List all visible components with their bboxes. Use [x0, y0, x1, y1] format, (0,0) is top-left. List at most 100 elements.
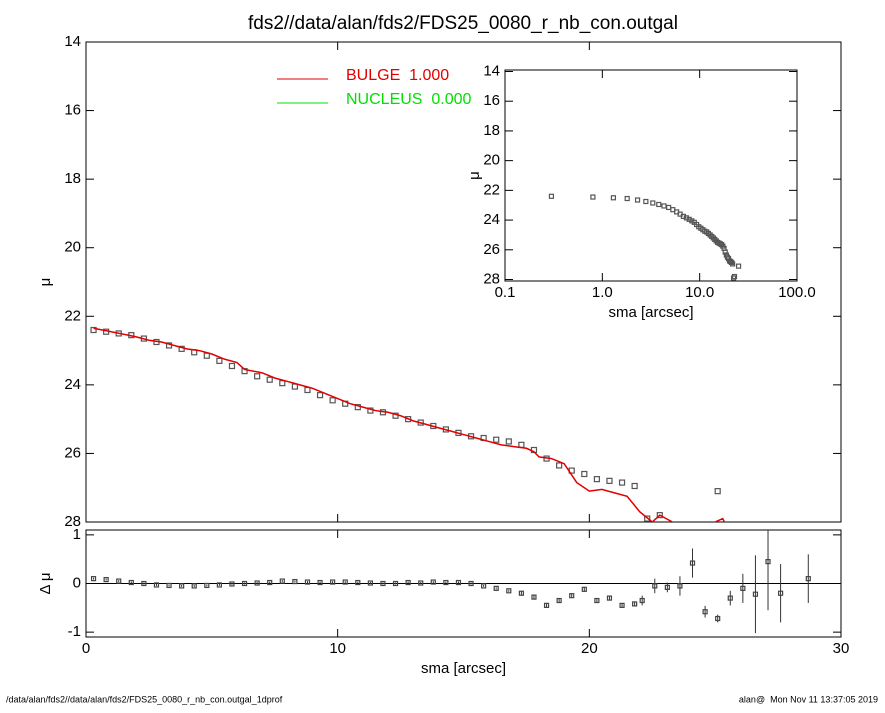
data-point — [116, 578, 122, 584]
data-point — [618, 479, 626, 486]
data-point — [752, 591, 759, 597]
data-point — [141, 580, 147, 587]
data-point — [241, 580, 248, 587]
data-point — [392, 580, 399, 587]
data-point — [216, 357, 223, 364]
data-point — [765, 559, 771, 565]
data-point — [203, 352, 210, 359]
data-point — [677, 583, 683, 589]
plot-frame — [85, 41, 842, 523]
y-tick-label: 22 — [64, 307, 81, 324]
footer-left: /data/alan/fds2//data/alan/fds2/FDS25_00… — [6, 694, 283, 704]
x-axis-label: sma [arcsec] — [421, 660, 506, 677]
data-point — [292, 578, 298, 585]
x-tick-label: 30 — [833, 640, 850, 657]
chart-title: fds2//data/alan/fds2/FDS25_0080_r_nb_con… — [248, 13, 678, 34]
inset-background — [505, 70, 797, 281]
x-tick-label: 0.1 — [495, 284, 516, 301]
model-line — [93, 327, 726, 522]
data-point — [722, 249, 728, 255]
data-point — [644, 515, 651, 522]
data-point — [610, 195, 617, 201]
data-point — [493, 436, 500, 443]
data-point — [702, 609, 708, 615]
x-tick-label: 10 — [329, 640, 346, 657]
data-point — [430, 579, 436, 585]
data-point — [548, 193, 555, 199]
y-tick-label: 18 — [64, 170, 81, 187]
data-point — [493, 585, 499, 591]
data-point — [606, 477, 613, 484]
data-point — [619, 602, 625, 608]
data-point — [556, 462, 563, 469]
data-point — [455, 579, 462, 586]
y-tick-label: -1 — [68, 623, 81, 640]
data-point — [740, 585, 746, 591]
data-point — [777, 590, 784, 596]
y-tick-label: 26 — [64, 444, 81, 461]
data-point — [103, 577, 109, 583]
data-point — [405, 579, 411, 586]
data-point — [254, 373, 261, 380]
y-tick-label: 24 — [64, 376, 81, 393]
data-point — [661, 203, 667, 209]
data-point — [266, 376, 273, 383]
data-point — [216, 582, 222, 588]
data-point — [506, 588, 512, 594]
data-point — [355, 579, 361, 586]
footer-right: alan@ Mon Nov 11 13:37:05 2019 — [739, 694, 878, 704]
data-point — [342, 579, 348, 585]
y-tick-label: 18 — [483, 122, 500, 139]
x-tick-label: 20 — [581, 640, 598, 657]
y-tick-label: 28 — [64, 513, 81, 530]
x-tick-label: 0 — [82, 640, 90, 657]
data-point — [731, 273, 738, 280]
legend-label: NUCLEUS 0.000 — [346, 91, 471, 108]
data-point — [624, 195, 630, 202]
data-point — [128, 579, 134, 586]
y-tick-label: 16 — [483, 92, 500, 109]
data-point — [715, 615, 721, 622]
y-tick-label: 16 — [64, 102, 81, 119]
data-point — [656, 512, 663, 519]
data-point — [531, 594, 537, 600]
data-point — [443, 579, 449, 586]
data-point — [481, 583, 487, 589]
residual-area — [86, 530, 841, 634]
y-axis-label: μ — [466, 171, 483, 180]
data-point — [632, 601, 638, 607]
data-point — [634, 197, 641, 203]
y-tick-label: 20 — [64, 239, 81, 256]
data-point — [330, 579, 336, 585]
data-point — [267, 579, 273, 586]
y-tick-label: 24 — [483, 211, 500, 228]
data-point — [468, 580, 474, 587]
data-point — [317, 579, 323, 586]
y-tick-label: 1 — [73, 526, 81, 543]
data-point — [228, 362, 236, 370]
data-point — [90, 326, 97, 334]
data-point — [606, 595, 613, 601]
data-point — [594, 597, 600, 604]
data-point — [505, 438, 512, 445]
legend-label: BULGE 1.000 — [346, 67, 449, 84]
data-point — [329, 397, 336, 404]
data-point — [805, 576, 811, 582]
data-point — [581, 470, 588, 478]
data-point — [735, 263, 742, 269]
data-point — [639, 597, 645, 604]
data-point — [418, 580, 424, 586]
data-point — [656, 201, 662, 208]
data-point — [689, 560, 696, 566]
data-point — [727, 595, 733, 601]
y-tick-label: 28 — [483, 270, 500, 287]
data-point — [650, 200, 656, 206]
y-tick-label: 26 — [483, 241, 500, 258]
inset-plot-area — [548, 193, 742, 281]
data-point — [191, 583, 197, 589]
data-point — [730, 261, 736, 267]
data-point — [179, 583, 185, 589]
data-point — [556, 597, 562, 604]
data-point — [279, 578, 285, 584]
